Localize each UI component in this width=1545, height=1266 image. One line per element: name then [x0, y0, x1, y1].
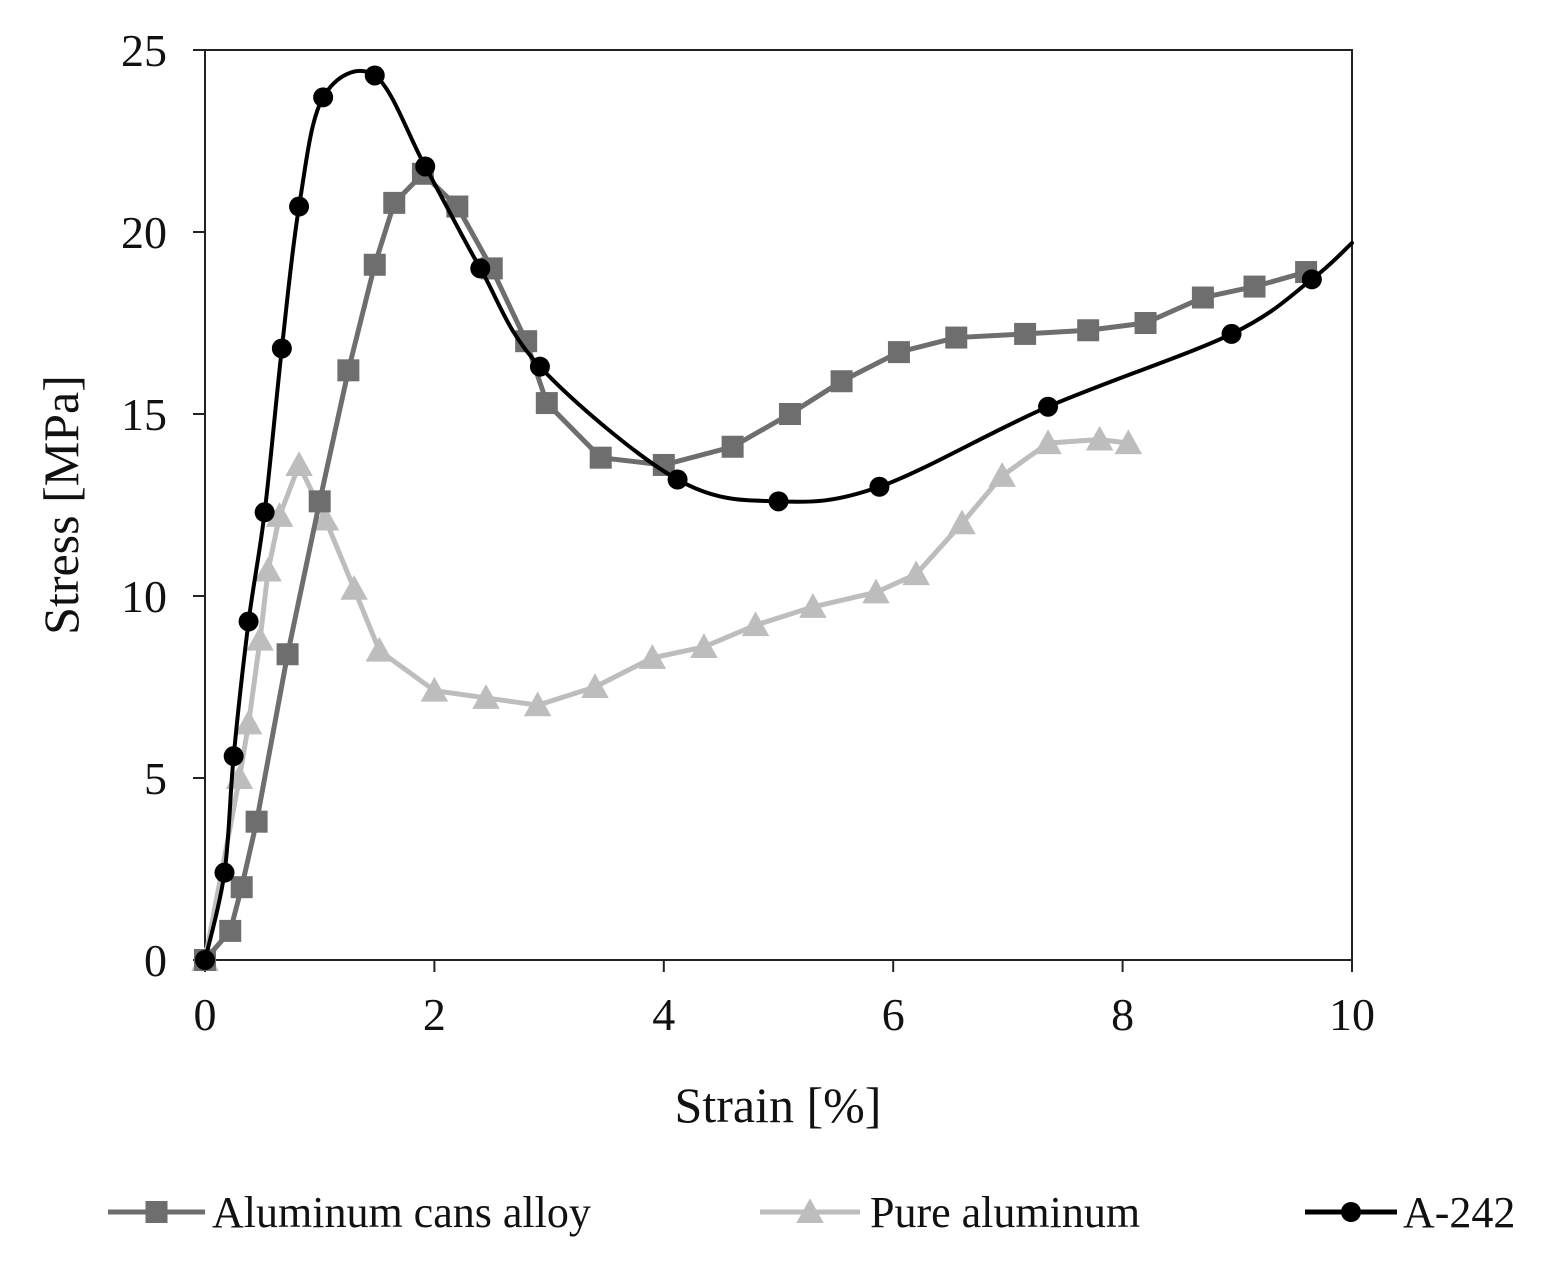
data-point	[363, 253, 386, 276]
legend-marker	[796, 1198, 824, 1223]
data-point	[214, 862, 235, 883]
x-tick-label: 4	[652, 989, 675, 1040]
data-point	[1034, 429, 1062, 455]
data-point	[254, 556, 282, 582]
data-point	[1301, 269, 1322, 290]
x-tick-label: 10	[1329, 989, 1375, 1040]
legend-label: Aluminum cans alloy	[212, 1188, 591, 1237]
data-point	[285, 451, 313, 476]
data-point	[1243, 275, 1266, 298]
data-point	[690, 633, 718, 658]
data-point	[234, 709, 263, 735]
data-point	[219, 919, 242, 942]
series-aluminum-cans-alloy	[194, 162, 1318, 971]
legend-item-pure-aluminum: Pure aluminum	[760, 1188, 1140, 1237]
y-axis-title: Stress [MPa]	[33, 375, 89, 635]
data-point	[515, 330, 538, 353]
data-point	[245, 810, 268, 833]
legend-label: Pure aluminum	[870, 1188, 1140, 1237]
x-tick-label: 6	[882, 989, 905, 1040]
data-point	[1077, 319, 1100, 342]
data-point	[948, 509, 976, 535]
y-tick-label: 0	[144, 935, 167, 986]
data-point	[1114, 429, 1143, 455]
data-point	[470, 258, 491, 279]
data-point	[869, 476, 890, 497]
data-point	[581, 673, 609, 698]
y-tick-label: 5	[144, 753, 167, 804]
data-point	[535, 392, 558, 415]
data-point	[472, 684, 500, 709]
data-point	[289, 196, 310, 217]
data-point	[589, 446, 612, 469]
data-point	[308, 490, 331, 513]
legend-marker	[1341, 1202, 1361, 1222]
data-point	[1038, 396, 1059, 417]
legend-marker	[145, 1201, 168, 1223]
data-point	[230, 876, 253, 899]
series-a-242	[195, 65, 1354, 970]
data-point	[254, 502, 275, 523]
x-tick-label: 8	[1111, 989, 1134, 1040]
data-point	[337, 359, 360, 382]
data-point	[902, 560, 930, 586]
data-point	[364, 65, 385, 86]
data-point	[768, 491, 789, 512]
legend-item-aluminum-cans-alloy: Aluminum cans alloy	[108, 1188, 591, 1237]
data-point	[1085, 425, 1114, 451]
data-point	[238, 611, 259, 632]
data-point	[446, 195, 469, 218]
x-tick-label: 2	[423, 989, 446, 1040]
data-point	[523, 691, 552, 717]
data-point	[1191, 286, 1214, 309]
plot-frame	[204, 49, 1353, 961]
series-pure-aluminum	[191, 425, 1143, 971]
data-point	[420, 676, 449, 702]
data-point	[667, 469, 688, 490]
series-line	[202, 436, 1131, 963]
data-point	[862, 578, 890, 604]
data-point	[741, 611, 770, 637]
data-point	[340, 574, 368, 600]
data-point	[365, 636, 394, 662]
data-point	[265, 502, 294, 527]
y-tick-label: 15	[121, 389, 167, 440]
y-tick-label: 10	[121, 571, 167, 622]
data-point	[638, 644, 667, 669]
y-tick-label: 20	[121, 207, 167, 258]
legend: Aluminum cans alloy Pure aluminum A-242	[108, 1188, 1515, 1237]
data-point	[529, 356, 550, 377]
data-point	[721, 435, 744, 458]
x-axis-title: Strain [%]	[675, 1077, 882, 1133]
data-point	[887, 341, 910, 364]
data-point	[271, 338, 292, 359]
data-point	[988, 462, 1016, 487]
legend-label: A-242	[1403, 1188, 1515, 1237]
data-point	[799, 593, 827, 618]
legend-item-a-242: A-242	[1305, 1188, 1515, 1237]
data-point	[195, 950, 215, 970]
data-point	[1134, 312, 1157, 334]
data-point	[313, 87, 334, 108]
series-line	[203, 69, 1354, 962]
data-point	[830, 370, 853, 393]
data-point	[223, 746, 244, 767]
data-point	[1221, 323, 1242, 344]
data-point	[276, 643, 299, 666]
y-tick-label: 25	[121, 25, 167, 76]
data-point	[383, 191, 406, 214]
data-point	[652, 453, 675, 476]
data-point	[246, 625, 274, 651]
x-tick-label: 0	[194, 989, 217, 1040]
data-point	[415, 156, 436, 177]
data-point	[1014, 322, 1037, 345]
data-point	[311, 505, 340, 531]
data-point	[945, 326, 968, 349]
series-line	[202, 171, 1309, 963]
data-point	[778, 403, 801, 425]
